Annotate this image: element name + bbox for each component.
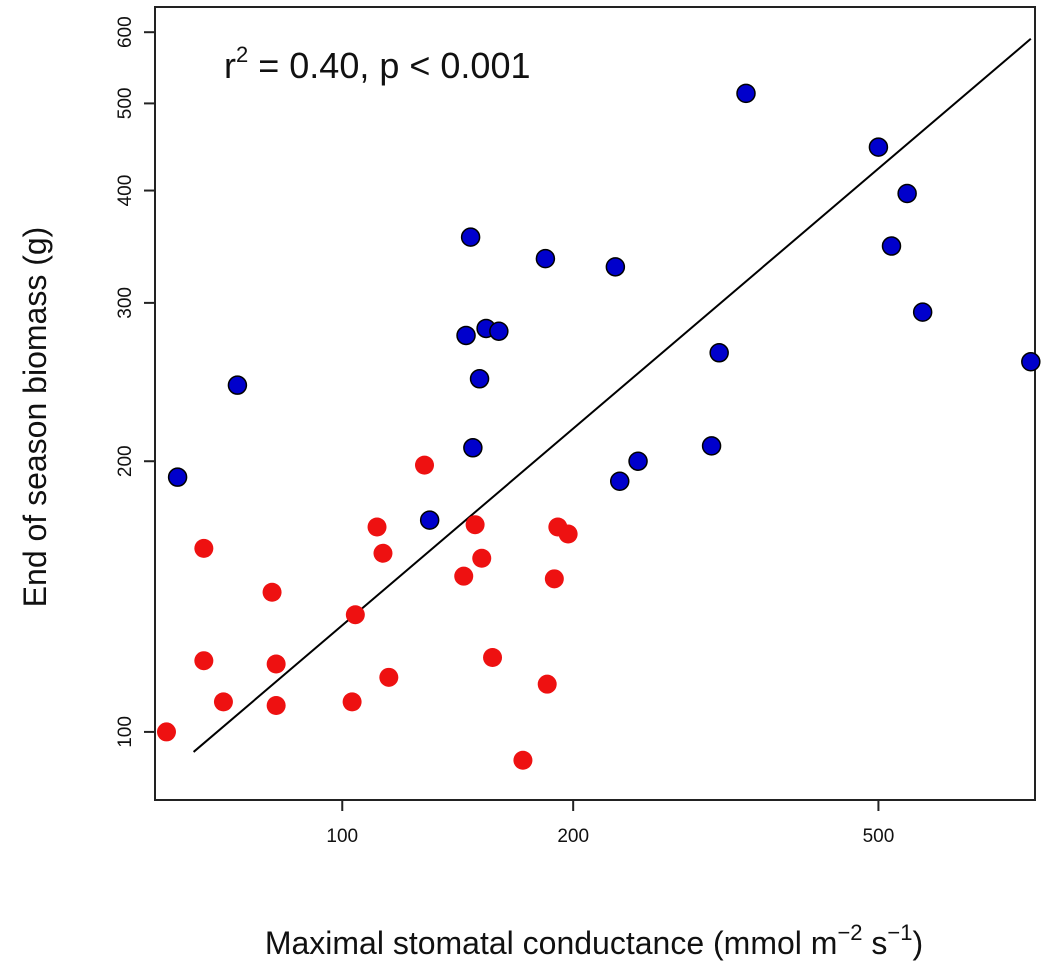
blue-data-point xyxy=(167,467,188,487)
x-axis-title: Maximal stomatal conductance (mmol m−2 s… xyxy=(265,920,923,961)
y-tick-label: 500 xyxy=(115,88,136,120)
red-data-point xyxy=(266,654,286,674)
blue-data-point xyxy=(709,343,729,363)
y-axis-title: End of season biomass (g) xyxy=(17,227,53,608)
blue-data-point xyxy=(736,83,756,104)
blue-data-point xyxy=(868,137,889,157)
red-data-point xyxy=(379,667,399,687)
blue-data-point xyxy=(1021,352,1041,372)
x-tick-label: 100 xyxy=(326,826,358,847)
red-data-point xyxy=(415,455,435,475)
blue-data-point xyxy=(897,183,917,204)
red-data-point xyxy=(454,566,474,586)
y-tick-label: 600 xyxy=(115,16,136,48)
y-tick-label: 300 xyxy=(115,287,136,319)
blue-data-point xyxy=(628,451,648,471)
y-tick-label: 200 xyxy=(115,445,136,477)
y-tick-label: 100 xyxy=(115,716,136,748)
red-data-point xyxy=(213,692,233,712)
red-data-point xyxy=(537,674,557,694)
red-data-point xyxy=(513,750,533,770)
blue-data-point xyxy=(912,302,933,322)
red-data-point xyxy=(342,692,362,712)
blue-data-point xyxy=(469,369,490,389)
red-data-point xyxy=(483,647,503,667)
blue-data-point xyxy=(701,436,722,456)
blue-data-point xyxy=(460,227,481,247)
red-data-point xyxy=(194,538,214,558)
red-data-point xyxy=(194,651,214,671)
blue-data-point xyxy=(881,236,902,256)
red-data-point xyxy=(472,548,492,568)
y-tick-label: 400 xyxy=(115,175,136,207)
red-data-point xyxy=(367,517,387,537)
regression-annotation: r2 = 0.40, p < 0.001 xyxy=(224,42,530,86)
regression-line xyxy=(192,38,1032,753)
blue-data-point xyxy=(419,510,440,530)
plot-frame xyxy=(154,6,1036,801)
blue-data-point xyxy=(605,257,626,277)
blue-data-point xyxy=(227,375,248,395)
red-data-point xyxy=(465,515,485,535)
blue-data-point xyxy=(609,471,630,492)
red-data-point xyxy=(558,524,578,544)
blue-data-point xyxy=(463,438,483,458)
blue-data-point xyxy=(535,248,556,269)
red-data-point xyxy=(156,722,176,742)
x-tick-label: 500 xyxy=(863,826,895,847)
red-data-point xyxy=(266,695,286,715)
red-data-point xyxy=(262,582,282,602)
blue-data-point xyxy=(489,321,509,341)
red-data-point xyxy=(544,569,564,589)
red-data-point xyxy=(373,543,393,563)
x-tick-label: 200 xyxy=(557,826,589,847)
red-data-point xyxy=(345,605,365,625)
blue-data-point xyxy=(456,325,476,346)
